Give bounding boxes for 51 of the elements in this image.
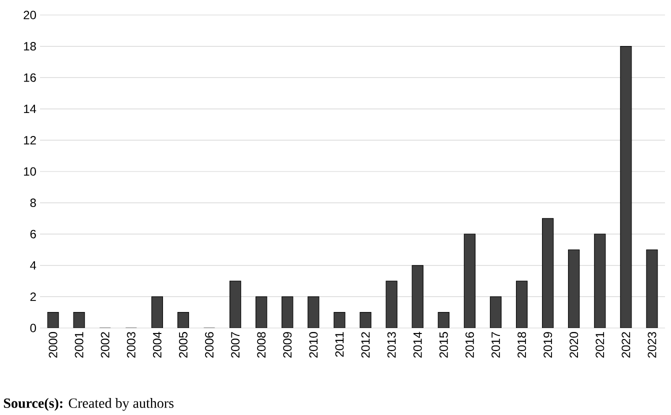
bar (412, 265, 424, 328)
x-tick-label: 2005 (178, 332, 188, 358)
x-tick-label: 2022 (622, 332, 630, 358)
y-tick-label: 12 (24, 136, 36, 144)
y-tick-label: 20 (24, 10, 36, 20)
bar (568, 249, 580, 328)
x-tick-label: 2001 (74, 332, 84, 358)
x-tick-label: 2004 (152, 332, 162, 358)
y-tick-label: 16 (24, 73, 36, 82)
bar (177, 312, 190, 328)
y-tick-label: 14 (24, 104, 36, 114)
x-tick-label: 2013 (387, 332, 396, 358)
x-tick-label: 2002 (100, 332, 110, 358)
x-tick-label: 2003 (126, 332, 136, 358)
x-tick-label: 2000 (48, 332, 58, 358)
bar (230, 280, 242, 328)
y-tick-label: 18 (24, 42, 36, 51)
x-tick-label: 2012 (361, 332, 370, 358)
y-tick-label: 8 (30, 198, 36, 208)
text: Source(s): Created by authors (4, 398, 174, 411)
bar (542, 218, 554, 328)
x-tick-label: 2023 (648, 332, 656, 358)
x-tick-label: 2014 (413, 332, 422, 358)
bar (490, 296, 502, 328)
y-tick-label: 6 (30, 230, 36, 238)
x-tick-label: 2017 (491, 332, 500, 358)
bar (256, 296, 268, 328)
bar (516, 280, 528, 328)
bar (438, 312, 450, 328)
bar (151, 296, 163, 328)
x-tick-label: 2006 (205, 332, 214, 358)
bar (464, 234, 476, 328)
x-tick-label: 2010 (309, 332, 318, 358)
y-tick-label: 0 (30, 324, 36, 332)
bar (620, 46, 632, 328)
x-tick-label: 2016 (465, 332, 474, 358)
y-tick-label: 10 (24, 167, 36, 176)
x-tick-label: 2020 (570, 332, 578, 358)
x-tick-label: 2009 (283, 332, 292, 358)
x-tick-label: 2021 (596, 332, 604, 358)
x-tick-label: 2015 (439, 332, 448, 358)
x-tick-label: 2007 (231, 332, 240, 358)
bar (646, 249, 658, 328)
bar (282, 296, 294, 328)
x-tick-label: 2008 (257, 332, 266, 358)
x-tick-label: 2019 (544, 332, 552, 358)
x-tick-label: 2011 (335, 332, 344, 357)
bar (594, 234, 606, 328)
x-tick-label: 2018 (518, 332, 526, 358)
y-tick-label: 4 (30, 261, 36, 270)
y-tick-label: 2 (30, 292, 36, 301)
